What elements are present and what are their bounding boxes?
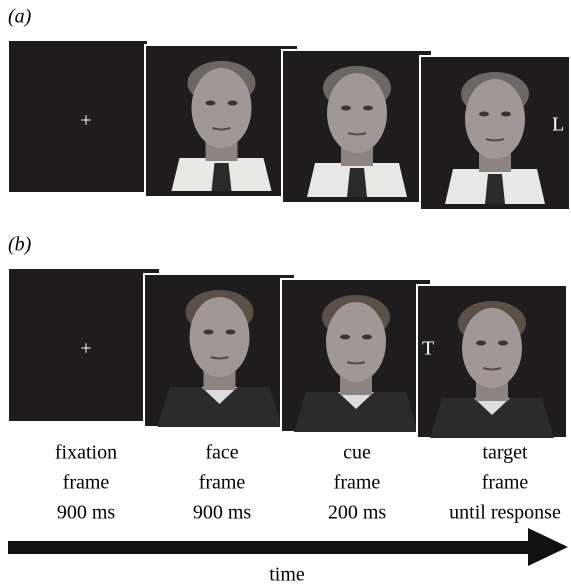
frame-label: cue [343, 442, 371, 464]
eye [204, 330, 214, 335]
frame-label: until response [449, 502, 561, 524]
head [326, 302, 386, 382]
eye [501, 112, 511, 117]
time-arrow-head [528, 528, 568, 566]
frame-label: 200 ms [328, 502, 387, 524]
eye [476, 341, 486, 346]
frame-label: 900 ms [57, 502, 116, 524]
frame-label: target [482, 442, 528, 464]
tie [212, 163, 232, 191]
head [462, 308, 522, 388]
eye [479, 112, 489, 117]
fixation-cross: + [80, 338, 91, 360]
frame-label: frame [482, 472, 529, 494]
target-letter: T [422, 338, 434, 360]
frames [8, 40, 570, 438]
frame [8, 40, 148, 193]
frame-label: frame [199, 472, 246, 494]
frame-label: 900 ms [193, 502, 252, 524]
eye [226, 330, 236, 335]
fixation-cross: + [80, 110, 91, 132]
head [190, 297, 250, 377]
eye [362, 335, 372, 340]
target-letter: L [552, 114, 564, 136]
time-label: time [269, 564, 305, 586]
frame-label: face [205, 442, 238, 464]
eye [341, 106, 351, 111]
frame-label: frame [334, 472, 381, 494]
eye [498, 341, 508, 346]
eye [340, 335, 350, 340]
frame-label: frame [63, 472, 110, 494]
time-arrow-shaft [8, 541, 536, 554]
head [327, 73, 387, 153]
head [465, 79, 525, 159]
frame-label: fixation [55, 442, 117, 464]
figure: (a) (b) + + L T fixationframe900 msfacef… [0, 0, 571, 587]
eye [363, 106, 373, 111]
frame-labels: fixation frame 900 ms face frame 900 ms cue fra… [55, 442, 561, 524]
eye [206, 101, 216, 106]
tie [485, 174, 505, 204]
panel-label: (b) [8, 234, 32, 256]
panel-label: (a) [8, 6, 32, 28]
tie [347, 168, 367, 197]
head [192, 68, 252, 148]
eye [228, 101, 238, 106]
